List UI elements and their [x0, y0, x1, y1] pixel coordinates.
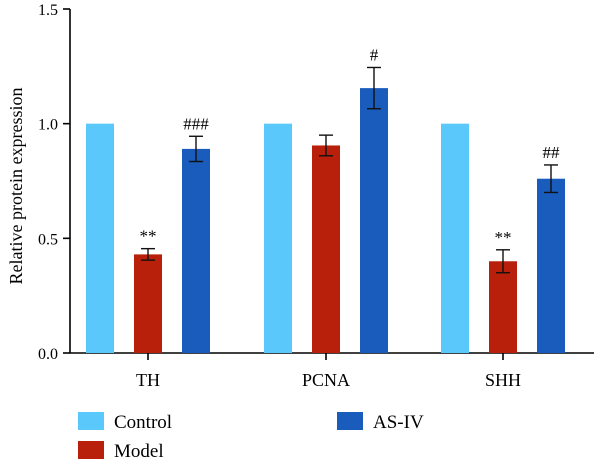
legend-label: Model	[114, 441, 164, 462]
bars-group	[86, 66, 565, 354]
x-tick-label: PCNA	[302, 370, 350, 390]
bar-as-iv-pcna	[360, 88, 388, 354]
x-axis: TH PCNA SHH	[70, 352, 594, 390]
bar-as-iv-th	[182, 148, 210, 353]
bar-model-th	[134, 254, 162, 353]
significance-label: ###	[183, 114, 209, 133]
significance-label: **	[495, 228, 512, 247]
legend-label: AS-IV	[373, 412, 424, 433]
legend-swatch-model	[78, 441, 104, 459]
y-tick-label: 0.0	[38, 346, 58, 363]
bar-model-pcna	[312, 145, 340, 353]
significance-label: ##	[543, 143, 561, 162]
bar-model-shh	[489, 261, 517, 353]
y-tick-label: 0.5	[38, 231, 58, 248]
x-tick-label: TH	[136, 370, 160, 390]
bar-control-pcna	[264, 123, 292, 354]
legend-swatch-control	[78, 412, 104, 430]
significance-label: **	[140, 227, 157, 246]
y-axis-label: Relative protein expression	[6, 88, 26, 285]
legend-swatch-as-iv	[337, 412, 363, 430]
y-axis: 0.0 0.5 1.0 1.5	[38, 2, 71, 363]
bar-as-iv-shh	[537, 178, 565, 353]
y-tick-label: 1.0	[38, 117, 58, 134]
significance-label: #	[370, 45, 379, 64]
annotations-group: **####**##	[140, 45, 561, 246]
bar-control-shh	[441, 123, 469, 354]
legend-label: Control	[114, 412, 172, 433]
legend: Control Model AS-IV	[78, 412, 424, 462]
y-tick-label: 1.5	[38, 2, 58, 19]
bar-control-th	[86, 123, 114, 354]
x-tick-label: SHH	[485, 370, 521, 390]
